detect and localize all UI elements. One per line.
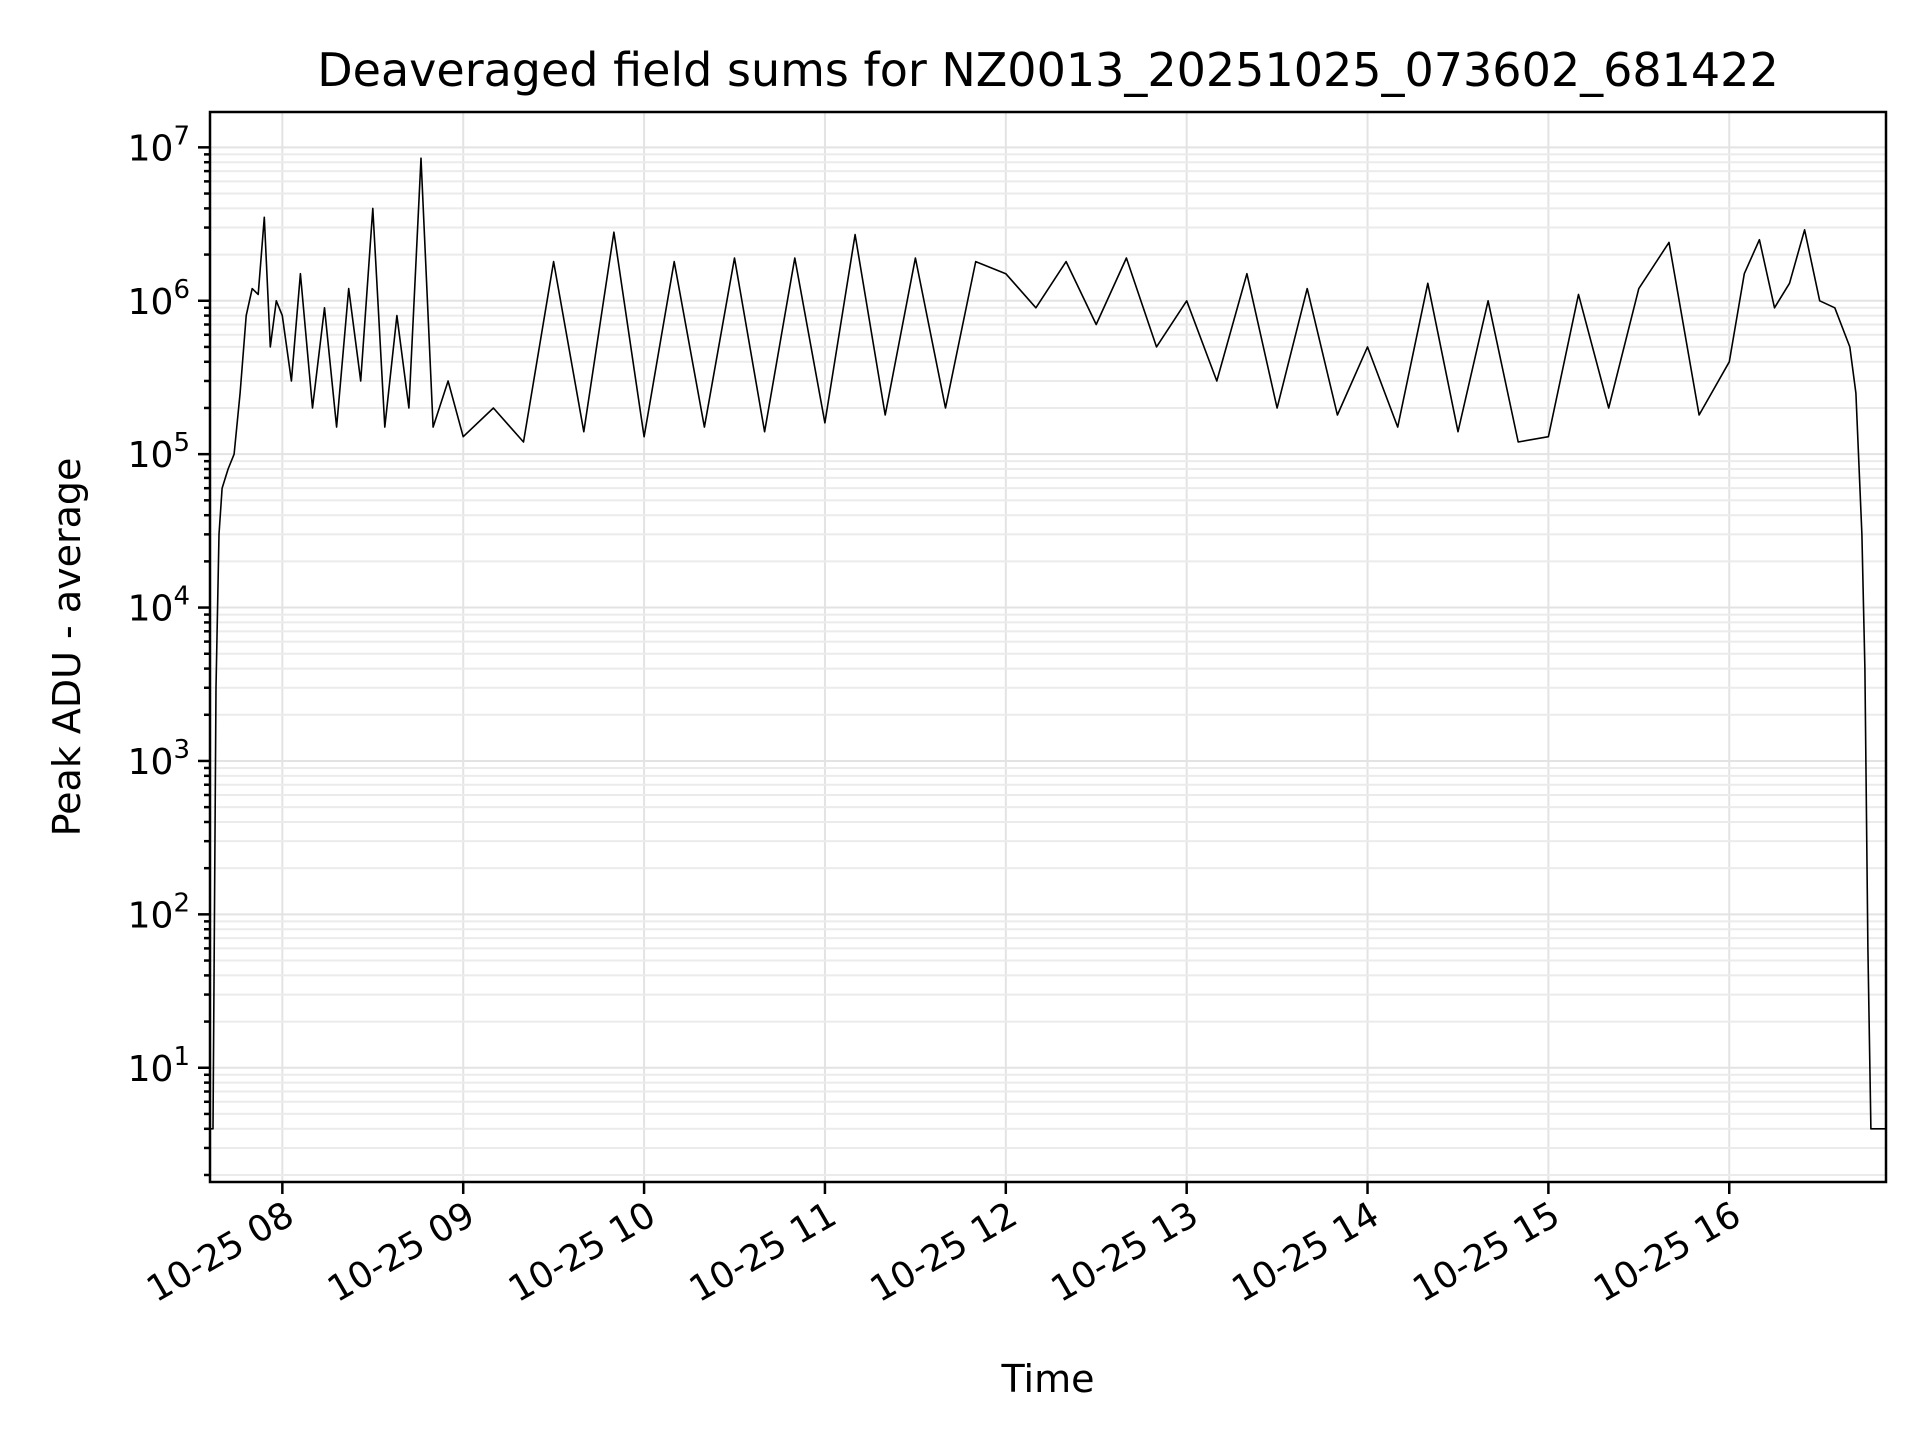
y-tick-exponent: 2	[173, 888, 190, 918]
y-tick-label: 105	[128, 428, 190, 476]
x-axis-label: Time	[1001, 1357, 1095, 1401]
grid	[210, 112, 1886, 1182]
y-tick-base: 10	[128, 742, 174, 783]
plot-frame	[208, 110, 1888, 1184]
y-tick-label: 103	[128, 735, 190, 783]
y-tick-exponent: 1	[173, 1042, 190, 1072]
y-tick-label: 101	[128, 1042, 190, 1090]
y-tick-label: 104	[128, 582, 190, 630]
series-layer	[210, 157, 1886, 1130]
y-axis-label: Peak ADU - average	[45, 458, 89, 837]
y-tick-label: 106	[128, 275, 190, 323]
y-tick-base: 10	[128, 1049, 174, 1090]
y-tick-exponent: 3	[173, 735, 190, 765]
series-line-0	[210, 157, 1886, 1130]
y-tick-base: 10	[128, 435, 174, 476]
y-tick-base: 10	[128, 589, 174, 630]
y-tick-label: 107	[128, 121, 190, 169]
y-tick-exponent: 7	[173, 121, 190, 151]
y-tick-exponent: 6	[173, 275, 190, 305]
y-tick-base: 10	[128, 282, 174, 323]
y-tick-base: 10	[128, 128, 174, 169]
y-tick-exponent: 4	[173, 582, 190, 612]
y-tick-exponent: 5	[173, 428, 190, 458]
y-tick-label: 102	[128, 888, 190, 936]
y-tick-base: 10	[128, 895, 174, 936]
chart-title: Deaveraged field sums for NZ0013_2025102…	[317, 43, 1778, 97]
